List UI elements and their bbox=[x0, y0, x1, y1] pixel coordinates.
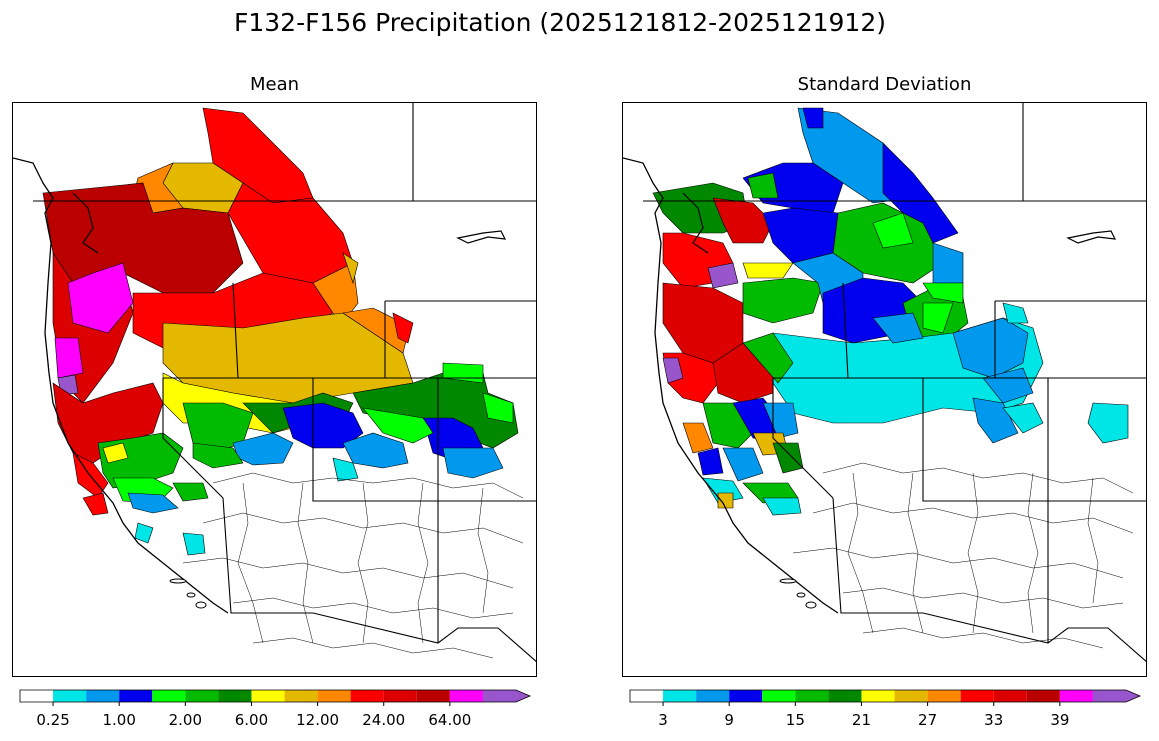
figure-title: F132-F156 Precipitation (2025121812-2025… bbox=[233, 8, 886, 37]
colorbar-segment bbox=[482, 690, 530, 702]
colorbar-segment bbox=[1026, 690, 1060, 702]
colorbar-segment bbox=[630, 690, 664, 702]
colorbar-segment bbox=[894, 690, 928, 702]
map-mean bbox=[12, 102, 537, 677]
colorbar-segment bbox=[284, 690, 318, 702]
colorbar-segment bbox=[53, 690, 87, 702]
colorbar-segment bbox=[383, 690, 417, 702]
colorbar-tick-label: 39 bbox=[1050, 711, 1070, 729]
colorbar-tick-label: 15 bbox=[785, 711, 805, 729]
colorbar-segment bbox=[1059, 690, 1093, 702]
colorbar-segment bbox=[696, 690, 730, 702]
colorbar-segment bbox=[185, 690, 219, 702]
colorbar-tick-label: 12.00 bbox=[296, 711, 340, 729]
colorbar-outline bbox=[19, 689, 532, 703]
colorbar-segment bbox=[20, 690, 54, 702]
colorbar-tick-label: 1.00 bbox=[102, 711, 136, 729]
colorbar-tick-label: 27 bbox=[918, 711, 938, 729]
colorbar-segment bbox=[218, 690, 252, 702]
colorbar-tick-label: 64.00 bbox=[428, 711, 472, 729]
colorbar-segment bbox=[993, 690, 1027, 702]
map-mean-canvas bbox=[13, 103, 536, 662]
colorbar-tick-label: 9 bbox=[724, 711, 734, 729]
colorbar-segment bbox=[317, 690, 351, 702]
colorbar-tick-label: 33 bbox=[984, 711, 1004, 729]
colorbar-tick-label: 21 bbox=[851, 711, 871, 729]
colorbar-segment bbox=[449, 690, 483, 702]
colorbar-stddev bbox=[629, 689, 1142, 706]
colorbar-tick-label: 2.00 bbox=[168, 711, 203, 729]
colorbar-tick-label: 24.00 bbox=[362, 711, 406, 729]
colorbar-segment bbox=[152, 690, 186, 702]
colorbar-segment bbox=[762, 690, 796, 702]
colorbar-outline bbox=[629, 689, 1142, 703]
colorbar-mean bbox=[19, 689, 532, 706]
colorbar-tick-label: 0.25 bbox=[36, 711, 70, 729]
colorbar-segment bbox=[729, 690, 763, 702]
panel-title-stddev: Standard Deviation bbox=[797, 74, 972, 95]
colorbar-segment bbox=[861, 690, 895, 702]
colorbar-segment bbox=[795, 690, 829, 702]
colorbar-segment bbox=[960, 690, 994, 702]
colorbar-segment bbox=[350, 690, 384, 702]
colorbar-segment bbox=[828, 690, 862, 702]
colorbar-tick-label: 6.00 bbox=[234, 711, 269, 729]
colorbar-segment bbox=[416, 690, 450, 702]
colorbar-tick-label: 3 bbox=[658, 711, 668, 729]
colorbar-segment bbox=[663, 690, 697, 702]
panel-title-mean: Mean bbox=[249, 74, 300, 95]
colorbar-segment bbox=[86, 690, 120, 702]
colorbar-segment bbox=[1092, 690, 1140, 702]
colorbar-segment bbox=[119, 690, 153, 702]
map-stddev-canvas bbox=[623, 103, 1146, 662]
colorbar-stddev-bar bbox=[629, 689, 1142, 706]
map-stddev bbox=[622, 102, 1147, 677]
colorbar-mean-bar bbox=[19, 689, 532, 706]
colorbar-segment bbox=[927, 690, 961, 702]
colorbar-segment bbox=[251, 690, 285, 702]
